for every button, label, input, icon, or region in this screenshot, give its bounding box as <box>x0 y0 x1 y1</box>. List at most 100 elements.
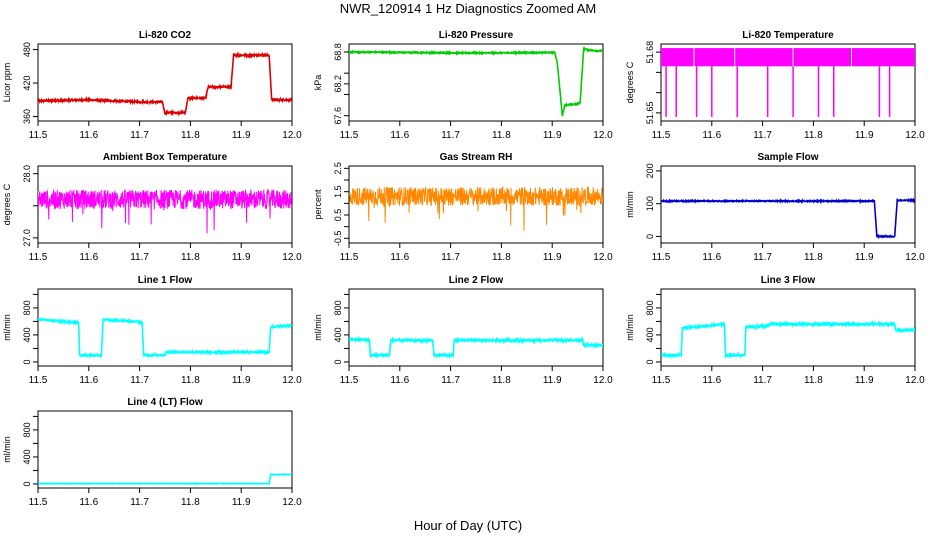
chart-panel-3: Li-820 Temperature 11.5 11.6 11.7 11.8 11.9 12… <box>625 30 925 141</box>
x-tick-label: 11.7 <box>130 497 149 508</box>
series-group <box>661 48 915 117</box>
x-tick-label: 11.7 <box>441 252 460 263</box>
x-tick-label: 11.9 <box>855 252 874 263</box>
x-tick-label: 11.7 <box>130 375 149 386</box>
chart-panel-2: Li-820 Pressure 11.5 11.6 11.7 11.8 11.9 12.0 6… <box>313 30 613 141</box>
series-group <box>38 316 292 360</box>
chart-panel-6: Sample Flow 11.5 11.6 11.7 11.8 11.9 12.0 0 100 2… <box>625 152 925 263</box>
chart-title: Line 3 Flow <box>761 275 816 286</box>
chart-title: Li-820 CO2 <box>139 30 192 41</box>
x-tick-label: 11.8 <box>804 252 823 263</box>
x-tick-label: 11.9 <box>232 130 251 141</box>
chart-panel-7: Line 1 Flow 11.5 11.6 11.7 11.8 11.9 12.0 0 400 8… <box>2 275 302 386</box>
series-group <box>349 335 603 360</box>
x-tick-label: 11.5 <box>652 375 671 386</box>
y-tick-label: 0 <box>22 481 32 486</box>
x-tick-label: 11.9 <box>855 375 874 386</box>
x-tick-label: 11.5 <box>29 375 48 386</box>
chart-title: Ambient Box Temperature <box>103 152 228 163</box>
chart-title: Sample Flow <box>757 152 818 163</box>
x-tick-label: 11.8 <box>804 130 823 141</box>
x-tick-label: 11.7 <box>130 130 149 141</box>
series-group <box>38 473 292 486</box>
chart-panel-9: Line 3 Flow 11.5 11.6 11.7 11.8 11.9 12.0 0 400 8… <box>625 275 925 386</box>
x-tick-label: 11.5 <box>340 130 359 141</box>
chart-panel-8: Line 2 Flow 11.5 11.6 11.7 11.8 11.9 12.0 0 400 8… <box>313 275 613 386</box>
series-group <box>661 320 915 360</box>
x-tick-label: 12.0 <box>282 130 302 141</box>
y-axis-label: percent <box>313 189 323 220</box>
chart-panel-5: Gas Stream RH 11.5 11.6 11.7 11.8 11.9 12.0 -0.… <box>313 152 613 263</box>
y-tick-label: 2.5 <box>333 162 343 175</box>
x-tick-label: 12.0 <box>905 375 925 386</box>
chart-title: Gas Stream RH <box>440 152 513 163</box>
y-tick-label: 400 <box>22 327 32 342</box>
y-tick-label: 800 <box>645 300 655 315</box>
x-tick-label: 11.9 <box>232 497 251 508</box>
series-group <box>38 188 292 234</box>
series-line <box>349 186 603 231</box>
y-tick-label: 800 <box>22 300 32 315</box>
plot-frame <box>37 43 293 122</box>
plot-frame <box>660 288 916 367</box>
x-axis-label: Hour of Day (UTC) <box>413 518 523 533</box>
chart-panel-10: Line 4 (LT) Flow 11.5 11.6 11.7 11.8 11.9 12.0… <box>2 397 302 508</box>
x-tick-label: 11.5 <box>652 130 671 141</box>
y-tick-label: 0 <box>645 234 655 239</box>
series-line <box>661 197 915 240</box>
series-group <box>349 186 603 231</box>
x-tick-label: 11.9 <box>232 252 251 263</box>
x-tick-label: 11.7 <box>753 130 772 141</box>
y-axis-label: ml/min <box>313 314 323 341</box>
x-tick-label: 11.6 <box>79 375 98 386</box>
series-line <box>38 473 292 486</box>
plot-frame <box>348 43 604 122</box>
series-group <box>38 51 292 117</box>
chart-title: Li-820 Temperature <box>742 30 834 41</box>
y-tick-label: 400 <box>22 449 32 464</box>
y-axis-label: degrees C <box>2 183 12 225</box>
chart-panel-1: Li-820 CO2 11.5 11.6 11.7 11.8 11.9 12.0 360 420… <box>2 30 302 141</box>
y-tick-label: 0 <box>333 359 343 364</box>
x-tick-label: 11.5 <box>29 252 48 263</box>
series-line <box>349 46 603 117</box>
series-group <box>661 197 915 240</box>
y-axis-label: ml/min <box>625 314 635 341</box>
x-tick-label: 11.7 <box>441 375 460 386</box>
x-tick-label: 11.7 <box>441 130 460 141</box>
x-tick-label: 11.7 <box>753 375 772 386</box>
chart-title: Li-820 Pressure <box>439 30 514 41</box>
x-tick-label: 11.9 <box>543 375 562 386</box>
y-tick-label: 51.65 <box>645 102 655 125</box>
x-tick-label: 11.6 <box>390 130 409 141</box>
plot-frame <box>348 288 604 367</box>
y-tick-label: 68.8 <box>333 43 343 61</box>
x-tick-label: 11.5 <box>340 375 359 386</box>
y-axis-label: Licor ppm <box>2 63 12 103</box>
y-tick-label: 51.68 <box>645 41 655 64</box>
y-tick-label: -0.5 <box>333 231 343 247</box>
chart-title: Line 4 (LT) Flow <box>127 397 203 408</box>
page-title: NWR_120914 1 Hz Diagnostics Zoomed AM <box>339 1 597 16</box>
x-tick-label: 11.6 <box>79 130 98 141</box>
y-axis-label: degrees C <box>625 61 635 103</box>
y-axis-label: ml/min <box>2 314 12 341</box>
y-tick-label: 1.5 <box>333 185 343 198</box>
x-tick-label: 11.6 <box>702 375 721 386</box>
x-tick-label: 11.8 <box>181 497 200 508</box>
series-line <box>38 51 292 117</box>
y-tick-label: 0 <box>645 359 655 364</box>
y-tick-label: 800 <box>22 422 32 437</box>
plot-frame <box>37 410 293 489</box>
series-line <box>38 188 292 234</box>
x-tick-label: 12.0 <box>282 252 302 263</box>
x-tick-label: 11.6 <box>702 130 721 141</box>
x-tick-label: 11.8 <box>492 375 511 386</box>
y-tick-label: 67.6 <box>333 107 343 125</box>
x-tick-label: 11.6 <box>702 252 721 263</box>
y-tick-label: 0 <box>22 359 32 364</box>
x-tick-label: 11.6 <box>79 497 98 508</box>
series-line <box>349 335 603 360</box>
x-tick-label: 11.9 <box>232 375 251 386</box>
